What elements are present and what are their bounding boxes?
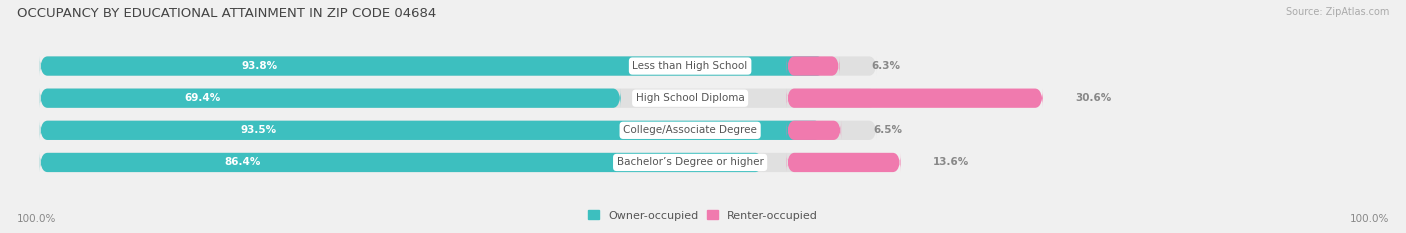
FancyBboxPatch shape xyxy=(787,89,1043,108)
Text: 30.6%: 30.6% xyxy=(1076,93,1111,103)
Text: 6.5%: 6.5% xyxy=(873,125,903,135)
FancyBboxPatch shape xyxy=(787,121,841,140)
FancyBboxPatch shape xyxy=(39,56,825,76)
Text: Less than High School: Less than High School xyxy=(633,61,748,71)
Text: OCCUPANCY BY EDUCATIONAL ATTAINMENT IN ZIP CODE 04684: OCCUPANCY BY EDUCATIONAL ATTAINMENT IN Z… xyxy=(17,7,436,20)
Text: 69.4%: 69.4% xyxy=(184,93,221,103)
Text: High School Diploma: High School Diploma xyxy=(636,93,745,103)
Text: Bachelor’s Degree or higher: Bachelor’s Degree or higher xyxy=(617,158,763,168)
Text: 93.5%: 93.5% xyxy=(240,125,277,135)
Text: College/Associate Degree: College/Associate Degree xyxy=(623,125,756,135)
FancyBboxPatch shape xyxy=(39,121,823,140)
FancyBboxPatch shape xyxy=(39,153,763,172)
FancyBboxPatch shape xyxy=(39,56,877,76)
Legend: Owner-occupied, Renter-occupied: Owner-occupied, Renter-occupied xyxy=(583,206,823,225)
FancyBboxPatch shape xyxy=(787,56,839,76)
Text: 100.0%: 100.0% xyxy=(17,214,56,224)
FancyBboxPatch shape xyxy=(39,121,877,140)
Text: 6.3%: 6.3% xyxy=(872,61,901,71)
FancyBboxPatch shape xyxy=(787,153,900,172)
Text: Source: ZipAtlas.com: Source: ZipAtlas.com xyxy=(1285,7,1389,17)
Text: 93.8%: 93.8% xyxy=(242,61,278,71)
Text: 13.6%: 13.6% xyxy=(932,158,969,168)
FancyBboxPatch shape xyxy=(39,89,620,108)
FancyBboxPatch shape xyxy=(39,89,877,108)
FancyBboxPatch shape xyxy=(39,153,877,172)
Text: 86.4%: 86.4% xyxy=(224,158,260,168)
Text: 100.0%: 100.0% xyxy=(1350,214,1389,224)
